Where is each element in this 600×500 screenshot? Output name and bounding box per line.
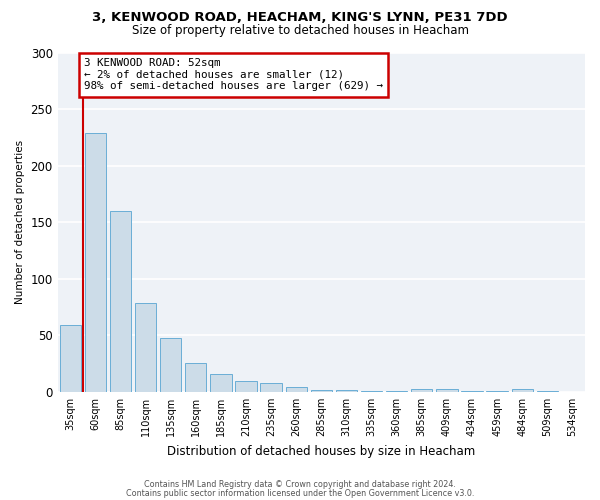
Text: 3 KENWOOD ROAD: 52sqm
← 2% of detached houses are smaller (12)
98% of semi-detac: 3 KENWOOD ROAD: 52sqm ← 2% of detached h…	[84, 58, 383, 92]
Bar	[260, 383, 282, 392]
Bar	[286, 388, 307, 392]
Bar	[336, 390, 357, 392]
Bar	[210, 374, 232, 392]
Bar	[311, 390, 332, 392]
Bar	[436, 388, 458, 392]
Bar	[487, 391, 508, 392]
Bar	[59, 325, 81, 392]
Text: Contains HM Land Registry data © Crown copyright and database right 2024.: Contains HM Land Registry data © Crown c…	[144, 480, 456, 489]
Bar	[386, 391, 407, 392]
Bar	[235, 380, 257, 392]
X-axis label: Distribution of detached houses by size in Heacham: Distribution of detached houses by size …	[167, 444, 475, 458]
Bar	[110, 211, 131, 392]
Bar	[512, 388, 533, 392]
Bar	[185, 362, 206, 392]
Bar	[160, 338, 181, 392]
Text: 3, KENWOOD ROAD, HEACHAM, KING'S LYNN, PE31 7DD: 3, KENWOOD ROAD, HEACHAM, KING'S LYNN, P…	[92, 11, 508, 24]
Bar	[135, 302, 156, 392]
Text: Size of property relative to detached houses in Heacham: Size of property relative to detached ho…	[131, 24, 469, 37]
Bar	[411, 388, 433, 392]
Bar	[536, 391, 558, 392]
Bar	[361, 391, 382, 392]
Bar	[85, 133, 106, 392]
Text: Contains public sector information licensed under the Open Government Licence v3: Contains public sector information licen…	[126, 488, 474, 498]
Y-axis label: Number of detached properties: Number of detached properties	[15, 140, 25, 304]
Bar	[461, 391, 482, 392]
